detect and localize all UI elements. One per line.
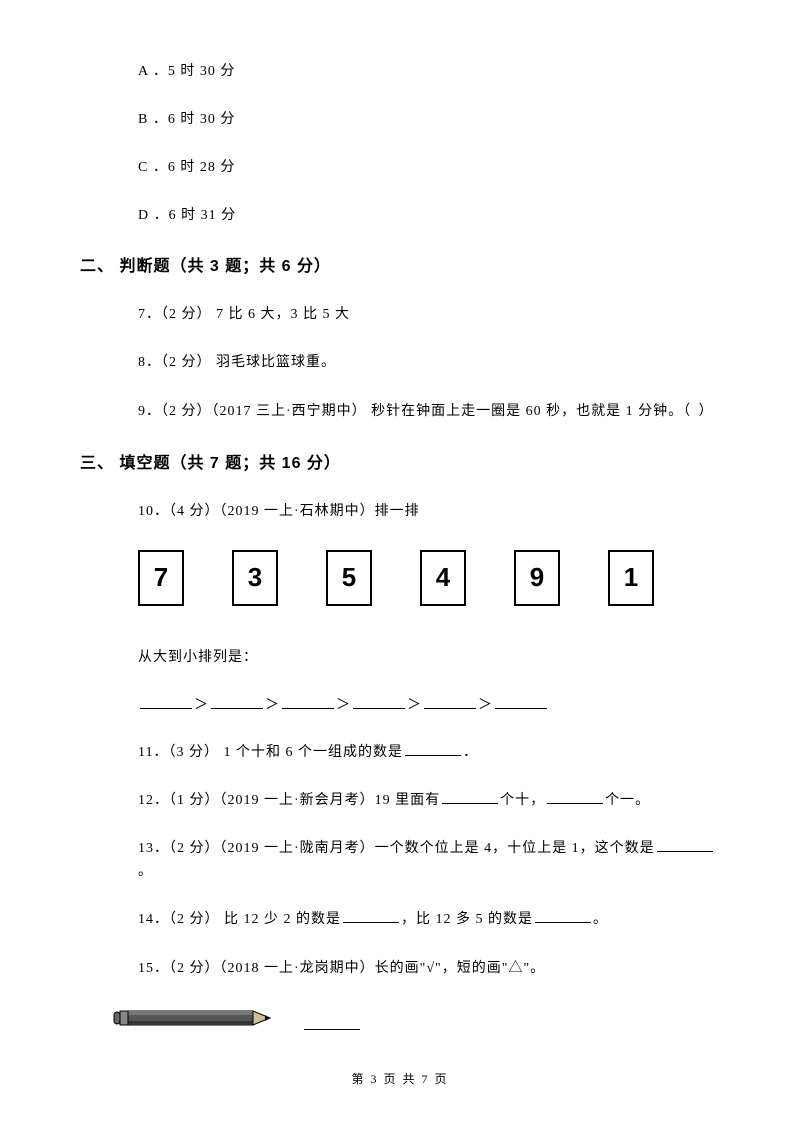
- q12-prefix: 12．（1 分）（2019 一上·新会月考）19 里面有: [138, 793, 440, 808]
- blank: [495, 695, 547, 709]
- blank: [535, 909, 591, 923]
- num-box-0: 7: [138, 550, 184, 606]
- blank: [547, 790, 603, 804]
- q12-suffix: 个一。: [605, 793, 650, 808]
- gt-2: ＞: [265, 698, 280, 713]
- num-box-1: 3: [232, 550, 278, 606]
- question-11: 11．（3 分） 1 个十和 6 个一组成的数是 ．: [138, 742, 720, 764]
- section-3-heading: 三、 填空题（共 7 题；共 16 分）: [80, 449, 720, 473]
- blank: [211, 695, 263, 709]
- sort-blanks: ＞ ＞ ＞ ＞ ＞: [138, 694, 720, 714]
- num-box-5: 1: [608, 550, 654, 606]
- q11-prefix: 11．（3 分） 1 个十和 6 个一组成的数是: [138, 745, 403, 760]
- blank: [424, 695, 476, 709]
- question-14: 14．（2 分） 比 12 少 2 的数是 ，比 12 多 5 的数是 。: [138, 909, 720, 931]
- num-box-4: 9: [514, 550, 560, 606]
- blank: [442, 790, 498, 804]
- question-10: 10．（4 分）（2019 一上·石林期中）排一排: [138, 501, 720, 523]
- q13-suffix: 。: [138, 864, 153, 879]
- blank: [343, 909, 399, 923]
- q12-mid: 个十，: [500, 793, 545, 808]
- q13-prefix: 13．（2 分）（2019 一上·陇南月考）一个数个位上是 4，十位上是 1，这…: [138, 841, 655, 856]
- question-12: 12．（1 分）（2019 一上·新会月考）19 里面有 个十， 个一。: [138, 790, 720, 812]
- num-box-3: 4: [420, 550, 466, 606]
- option-d: D ．6 时 31 分: [138, 204, 720, 224]
- q9-close: ）: [699, 404, 714, 419]
- option-c: C ．6 时 28 分: [138, 156, 720, 176]
- gt-5: ＞: [478, 698, 493, 713]
- page-footer: 第 3 页 共 7 页: [0, 1070, 800, 1087]
- q11-suffix: ．: [463, 745, 478, 760]
- q14-suffix: 。: [593, 912, 608, 927]
- question-8: 8．（2 分） 羽毛球比篮球重。: [138, 352, 720, 374]
- gt-1: ＞: [194, 698, 209, 713]
- question-9: 9．（2 分）（2017 三上·西宁期中） 秒针在钟面上走一圈是 60 秒，也就…: [138, 401, 720, 423]
- gt-4: ＞: [407, 698, 422, 713]
- q14-mid: ，比 12 多 5 的数是: [401, 912, 533, 927]
- q9-paren: [691, 404, 699, 419]
- blank: [353, 695, 405, 709]
- number-boxes-row: 7 3 5 4 9 1: [138, 550, 720, 606]
- question-15: 15．（2 分）（2018 一上·龙岗期中）长的画"√"，短的画"△"。: [138, 958, 720, 980]
- option-b: B ．6 时 30 分: [138, 108, 720, 128]
- blank: [405, 742, 461, 756]
- blank: [657, 838, 713, 852]
- pencil-blank: [304, 1016, 360, 1030]
- blank: [282, 695, 334, 709]
- gt-3: ＞: [336, 698, 351, 713]
- q14-prefix: 14．（2 分） 比 12 少 2 的数是: [138, 912, 341, 927]
- pencil-icon: [110, 1006, 720, 1035]
- q9-text: 9．（2 分）（2017 三上·西宁期中） 秒针在钟面上走一圈是 60 秒，也就…: [138, 404, 691, 419]
- num-box-2: 5: [326, 550, 372, 606]
- question-13: 13．（2 分）（2019 一上·陇南月考）一个数个位上是 4，十位上是 1，这…: [138, 838, 720, 883]
- blank: [140, 695, 192, 709]
- sort-label: 从大到小排列是：: [138, 646, 720, 666]
- question-7: 7．（2 分） 7 比 6 大，3 比 5 大: [138, 304, 720, 326]
- option-a: A ．5 时 30 分: [138, 60, 720, 80]
- section-2-heading: 二、 判断题（共 3 题；共 6 分）: [80, 252, 720, 276]
